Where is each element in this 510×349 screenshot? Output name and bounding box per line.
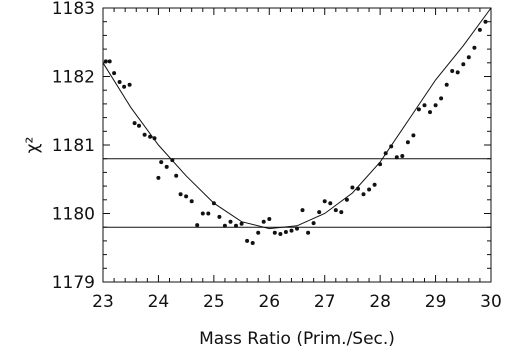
- data-point: [189, 199, 194, 204]
- data-point: [152, 136, 157, 141]
- data-point: [300, 208, 305, 213]
- data-point: [250, 241, 255, 245]
- data-point: [428, 110, 432, 115]
- data-point: [477, 27, 482, 32]
- data-point: [267, 217, 272, 221]
- data-point: [278, 232, 283, 236]
- data-point: [466, 55, 471, 60]
- data-point: [472, 45, 477, 50]
- data-point: [455, 70, 460, 75]
- y-tick-label-1180: 1180: [52, 205, 95, 225]
- data-point: [200, 211, 205, 216]
- y-tick-label-1181: 1181: [52, 136, 95, 156]
- fit-curve: [102, 7, 492, 230]
- plot-frame: [102, 7, 492, 283]
- data-point: [433, 103, 438, 108]
- data-point: [333, 208, 338, 213]
- data-point: [156, 175, 161, 180]
- data-point: [461, 62, 466, 67]
- data-point: [206, 211, 211, 216]
- data-point: [416, 107, 421, 112]
- data-point: [372, 182, 377, 187]
- data-point: [164, 164, 169, 169]
- data-point: [122, 84, 127, 89]
- data-point: [148, 134, 153, 139]
- data-point: [289, 228, 294, 233]
- y-axis-label: χ²: [23, 137, 43, 154]
- data-point: [239, 221, 244, 226]
- data-point: [127, 82, 132, 87]
- data-point: [159, 160, 164, 165]
- data-point: [211, 201, 216, 206]
- data-point: [174, 173, 179, 178]
- data-point: [422, 103, 427, 108]
- data-point: [378, 162, 383, 167]
- data-point: [405, 140, 410, 145]
- data-point: [103, 59, 108, 64]
- data-point: [394, 155, 399, 160]
- data-point: [367, 187, 372, 192]
- data-point: [178, 192, 183, 197]
- data-point: [306, 230, 311, 235]
- x-tick-label-27: 27: [314, 292, 336, 312]
- data-point: [112, 71, 117, 76]
- x-tick-label-24: 24: [148, 292, 170, 312]
- data-point: [439, 96, 444, 101]
- data-point: [217, 214, 222, 219]
- data-point: [272, 230, 277, 235]
- data-point: [339, 210, 344, 215]
- x-tick-label-25: 25: [203, 292, 225, 312]
- data-point: [450, 69, 455, 73]
- data-point: [311, 221, 316, 226]
- x-tick-label-23: 23: [92, 292, 114, 312]
- data-point: [344, 197, 349, 202]
- data-point: [234, 223, 238, 228]
- data-point: [361, 192, 366, 197]
- data-point: [389, 144, 394, 149]
- y-tick-label-1182: 1182: [52, 68, 95, 88]
- data-point: [283, 230, 288, 234]
- data-point: [356, 186, 360, 191]
- data-point: [132, 121, 137, 126]
- data-point: [444, 82, 449, 87]
- data-point: [400, 154, 405, 158]
- data-point: [137, 123, 141, 128]
- x-tick-label-26: 26: [258, 292, 280, 312]
- data-point: [317, 210, 322, 215]
- data-point: [228, 219, 233, 224]
- data-point: [222, 223, 227, 228]
- data-point: [411, 133, 416, 138]
- data-point: [142, 132, 147, 137]
- data-point: [184, 194, 189, 199]
- x-tick-label-28: 28: [369, 292, 391, 312]
- data-point: [295, 226, 299, 231]
- data-point: [117, 80, 122, 84]
- data-point: [170, 158, 175, 163]
- data-point: [256, 230, 261, 235]
- data-point: [245, 238, 250, 243]
- data-point: [383, 151, 388, 156]
- data-point: [261, 219, 266, 224]
- data-point: [195, 223, 200, 228]
- data-point: [350, 185, 355, 190]
- x-axis-label: Mass Ratio (Prim./Sec.): [199, 329, 395, 349]
- data-point: [322, 199, 327, 204]
- x-tick-label-30: 30: [480, 292, 502, 312]
- x-tick-label-29: 29: [425, 292, 447, 312]
- y-tick-label-1183: 1183: [52, 0, 95, 19]
- y-tick-label-1179: 1179: [52, 273, 95, 293]
- data-point: [483, 19, 488, 24]
- data-point: [328, 201, 333, 206]
- data-point: [107, 59, 112, 64]
